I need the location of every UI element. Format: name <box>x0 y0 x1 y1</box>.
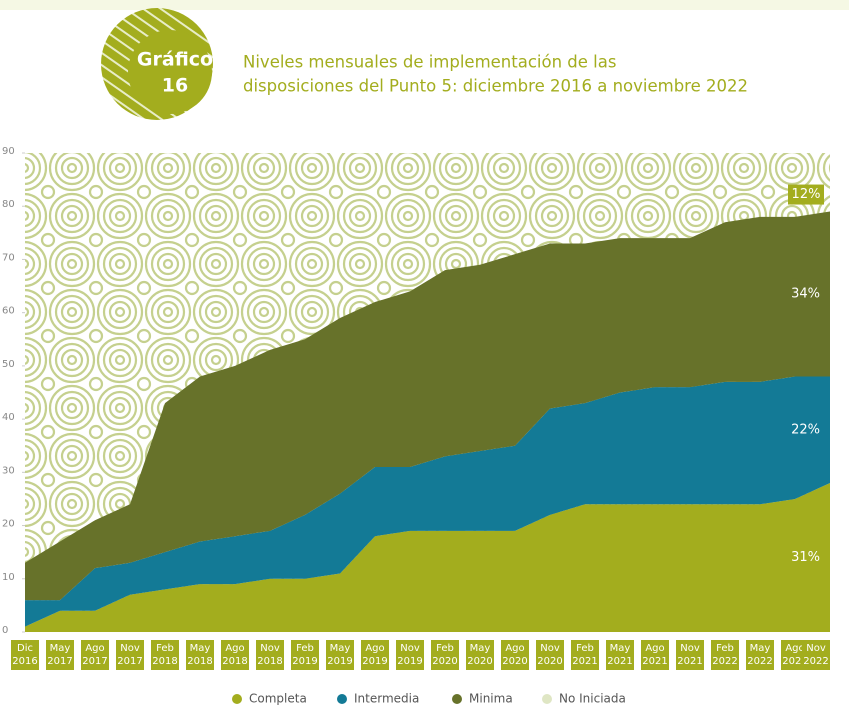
y-tick-label: 80 <box>2 199 15 210</box>
y-tick-label: 60 <box>2 306 15 317</box>
end-label: 34% <box>791 287 820 302</box>
y-tick-label: 20 <box>2 519 15 530</box>
legend-label: Completa <box>249 692 307 706</box>
y-tick-label: 10 <box>2 572 15 583</box>
end-label: 22% <box>791 422 820 437</box>
end-label: 31% <box>791 550 820 565</box>
legend-swatch <box>452 694 462 704</box>
legend-label: No Iniciada <box>559 692 626 706</box>
legend-label: Intermedia <box>354 692 419 706</box>
chart-title: disposiciones del Punto 5: diciembre 201… <box>243 77 748 96</box>
y-tick-label: 70 <box>2 252 15 263</box>
legend-swatch <box>337 694 347 704</box>
y-tick-label: 50 <box>2 359 15 370</box>
end-label: 12% <box>792 187 821 202</box>
top-band <box>0 0 849 10</box>
y-tick-label: 90 <box>2 146 15 157</box>
y-tick-label: 30 <box>2 465 15 476</box>
legend-swatch <box>542 694 552 704</box>
badge-center <box>128 30 212 114</box>
chart-title: Niveles mensuales de implementación de l… <box>243 53 616 72</box>
badge-number: 16 <box>162 75 188 97</box>
legend-swatch <box>232 694 242 704</box>
legend-label: Minima <box>469 692 513 706</box>
chart: Gráfico 16 Niveles mensuales de implemen… <box>0 0 849 709</box>
y-tick-label: 0 <box>2 625 8 636</box>
page: {"header": {"badge_label": "Gráfico", "b… <box>0 0 849 709</box>
y-tick-label: 40 <box>2 412 15 423</box>
badge-label: Gráfico <box>137 49 213 71</box>
